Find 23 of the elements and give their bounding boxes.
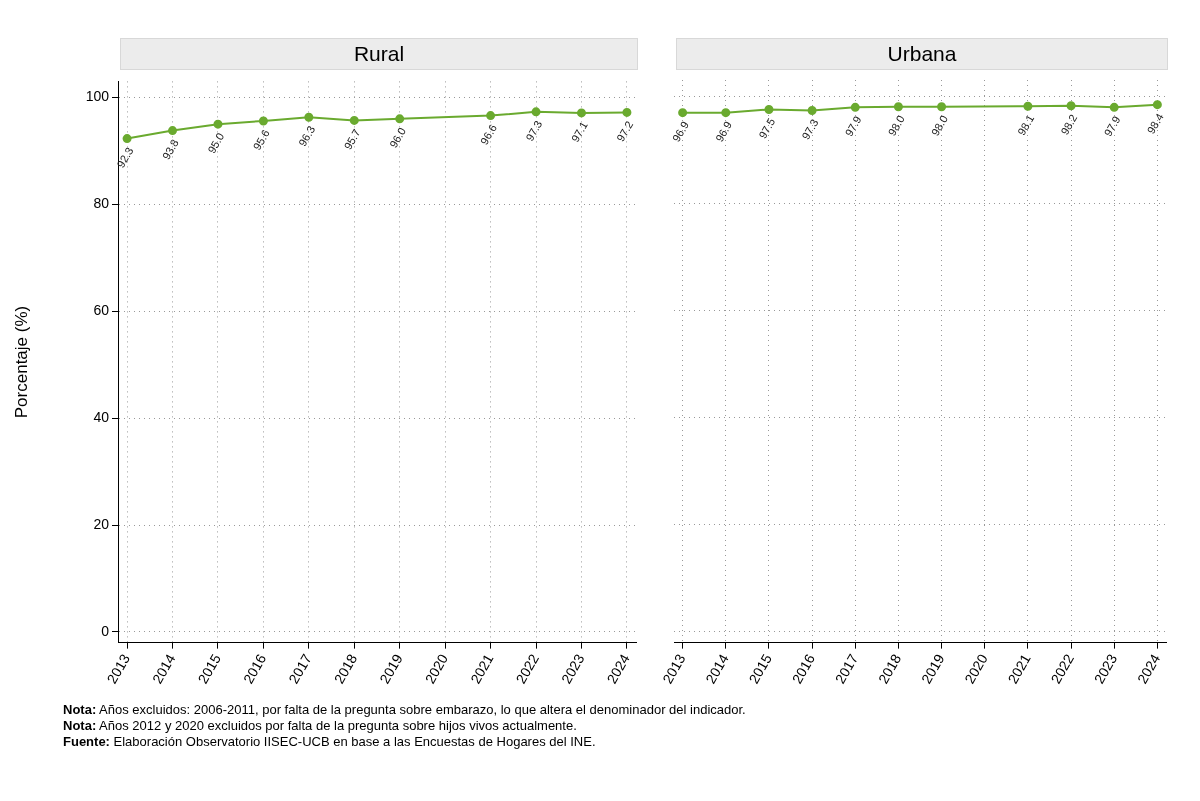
point <box>1152 100 1162 110</box>
point <box>850 102 860 112</box>
point <box>1023 101 1033 111</box>
y-tick-label: 100 <box>85 88 110 105</box>
chart-title: Rural <box>120 38 638 70</box>
point <box>678 108 688 118</box>
y-tick-label: 20 <box>93 515 110 532</box>
y-axis-title: Porcentaje (%) <box>11 305 31 419</box>
point <box>764 104 774 114</box>
point <box>937 102 947 112</box>
point <box>1066 101 1076 111</box>
point <box>807 106 817 116</box>
y-tick-label: 40 <box>93 409 110 425</box>
text: Nota: Años excluidos: 2006-2011, por falta de la pregunta sobre embarazo, lo que altera el denominador del indicador. <box>63 702 746 717</box>
y-tick-label: 80 <box>93 195 110 212</box>
point <box>1109 102 1119 112</box>
text: Nota: Años 2012 y 2020 excluidos por falta de la pregunta sobre hijos vivos actualmente. <box>63 718 577 733</box>
chart-title: Urbana <box>676 38 1168 70</box>
source-note: Fuente: Elaboración Observatorio IISEC-UCB en base a las Encuestas de Hogares del INE. <box>63 734 596 749</box>
point <box>721 108 731 118</box>
y-tick-label: 0 <box>101 622 110 639</box>
point <box>893 102 903 112</box>
y-tick-label: 60 <box>93 302 110 319</box>
